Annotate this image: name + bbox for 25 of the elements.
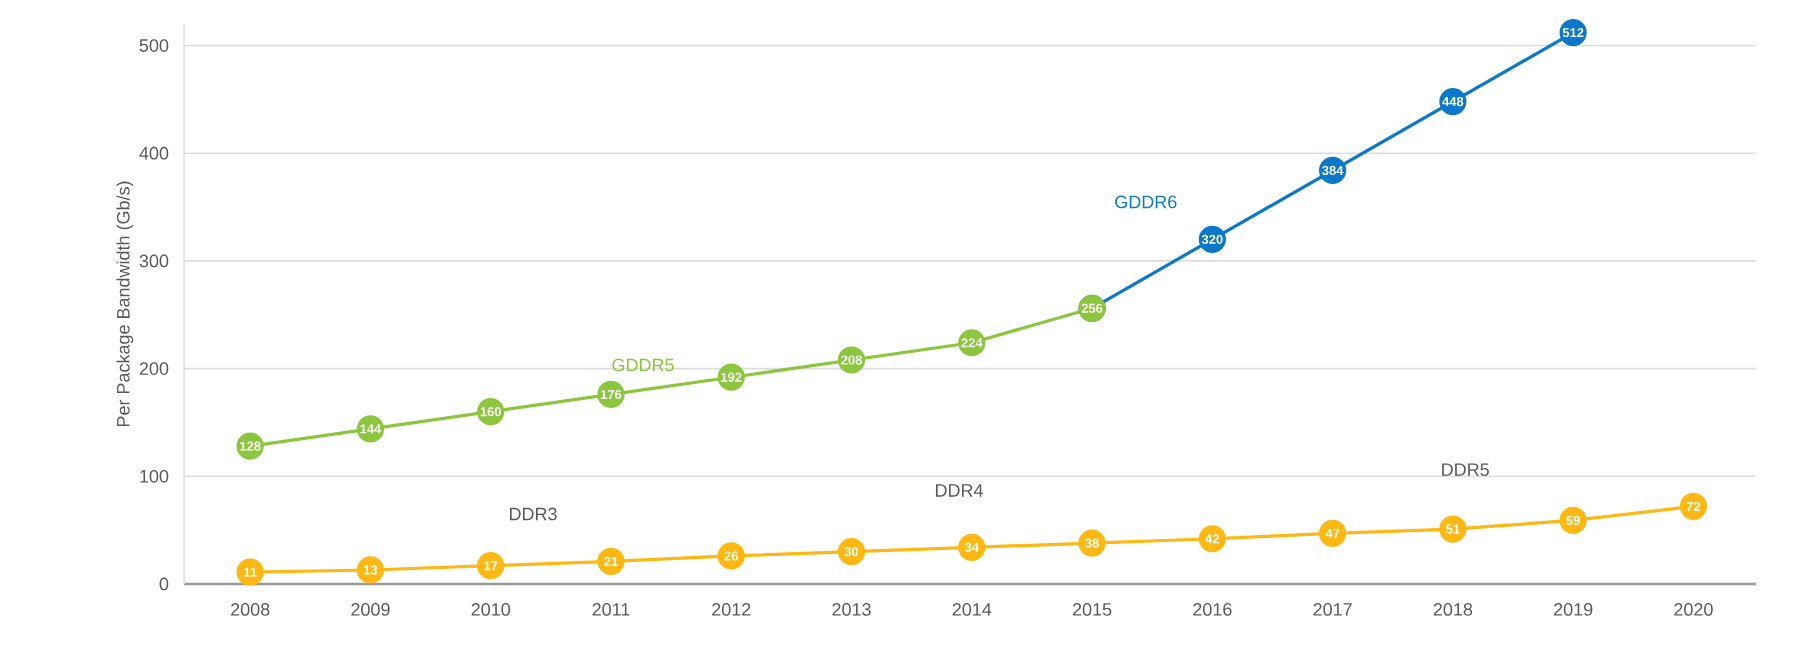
x-tick-label: 2008 — [231, 603, 270, 616]
y-tick-label: 400 — [139, 146, 169, 160]
annotation: DDR3 — [509, 507, 557, 521]
x-tick-label: 2013 — [832, 603, 871, 616]
x-tick-label: 2011 — [592, 603, 630, 616]
x-tick-label: 2018 — [1433, 603, 1473, 616]
x-tick-label: 2019 — [1554, 603, 1593, 616]
annotation: DDR5 — [1442, 463, 1489, 477]
x-tick-label: 2017 — [1313, 603, 1352, 616]
x-tick-label: 2009 — [351, 603, 390, 616]
x-tick-label: 2016 — [1193, 603, 1232, 616]
x-tick-label: 2014 — [952, 603, 992, 616]
y-tick-label: 100 — [140, 469, 169, 483]
y-tick-label: 0 — [159, 577, 169, 591]
series-label: GDDR5 — [612, 358, 674, 372]
x-tick-label: 2012 — [712, 603, 751, 616]
y-axis-title: Per Package Bandwidth (Gb/s) — [116, 181, 134, 427]
y-tick-label: 500 — [139, 39, 169, 52]
x-tick-label: 2015 — [1072, 603, 1112, 616]
y-tick-label: 200 — [139, 362, 169, 375]
series-label: GDDR6 — [1115, 195, 1177, 209]
y-tick-label: 300 — [139, 254, 169, 268]
x-tick-label: 2020 — [1674, 603, 1713, 616]
annotation: DDR4 — [935, 484, 983, 497]
x-tick-label: 2010 — [471, 603, 511, 616]
